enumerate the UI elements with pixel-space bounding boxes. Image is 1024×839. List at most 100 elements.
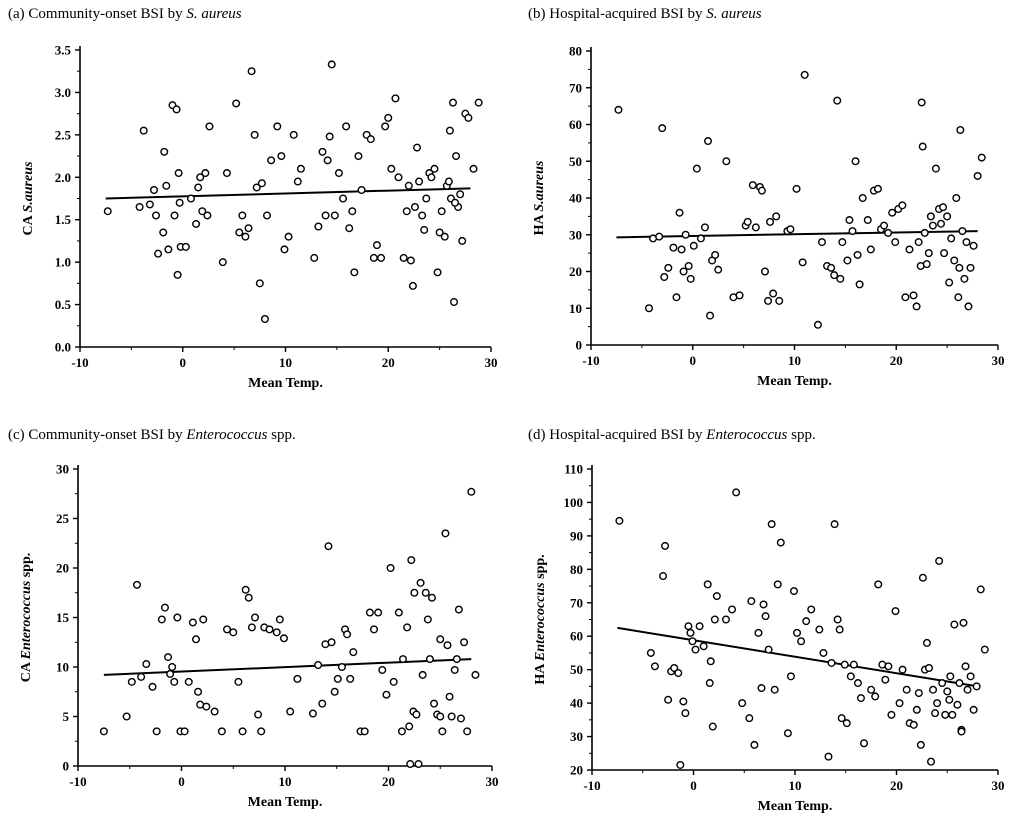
chart-caption: (d) Hospital-acquired BSI by Enterococcu…: [528, 427, 816, 444]
scatter-point: [745, 714, 754, 723]
y-tick-label: 25: [56, 511, 70, 526]
y-tick-label: 5: [63, 709, 70, 724]
scatter-point: [946, 672, 955, 681]
scatter-point: [830, 271, 839, 280]
y-tick-label: 60: [569, 117, 582, 132]
scatter-point: [660, 273, 669, 282]
scatter-point: [310, 253, 319, 262]
scatter-point: [955, 263, 964, 272]
scatter-point: [275, 615, 284, 624]
scatter-point: [279, 634, 288, 643]
scatter-point: [250, 130, 259, 139]
scatter-point: [792, 184, 801, 193]
x-tick-label: 10: [279, 355, 292, 370]
y-tick-label: 40: [570, 696, 583, 711]
scatter-point: [166, 669, 175, 678]
scatter-point: [705, 679, 714, 688]
scatter-point: [775, 296, 784, 305]
scatter-point: [761, 612, 770, 621]
scatter-point: [659, 572, 668, 581]
scatter-point: [160, 147, 169, 156]
y-tick-label: 3.5: [55, 43, 72, 58]
scatter-point: [681, 230, 690, 239]
scatter-point: [410, 588, 419, 597]
scatter-point: [819, 648, 828, 657]
scatter-point: [957, 727, 966, 736]
scatter-point: [456, 190, 465, 199]
scatter-point: [471, 670, 480, 679]
scatter-point: [807, 605, 816, 614]
scatter-point: [767, 520, 776, 529]
scatter-point: [366, 135, 375, 144]
scatter-point: [901, 293, 910, 302]
scatter-point: [447, 712, 456, 721]
scatter-point: [959, 618, 968, 627]
scatter-point: [721, 615, 730, 624]
caption-prefix: (d) Hospital-acquired BSI by: [528, 427, 707, 443]
scatter-point: [360, 727, 369, 736]
x-tick-label: 0: [180, 355, 187, 370]
scatter-point: [838, 238, 847, 247]
scatter-point: [210, 707, 219, 716]
scatter-point: [232, 99, 241, 108]
caption-italic: S. aureus: [186, 6, 242, 22]
scatter-point: [365, 608, 374, 617]
scatter-point: [374, 608, 383, 617]
scatter-point: [873, 184, 882, 193]
x-tick-label: -10: [582, 353, 599, 368]
scatter-point: [445, 126, 454, 135]
scatter-point: [407, 556, 416, 565]
scatter-point: [846, 672, 855, 681]
scatter-point: [905, 245, 914, 254]
x-tick-label: 10: [788, 353, 801, 368]
scatter-point: [152, 727, 161, 736]
scatter-point: [679, 267, 688, 276]
scatter-point: [918, 573, 927, 582]
scatter-point: [132, 580, 141, 589]
scatter-point: [827, 658, 836, 667]
scatter-point: [937, 219, 946, 228]
scatter-point: [430, 164, 439, 173]
trend-line: [105, 187, 471, 200]
scatter-point: [422, 194, 431, 203]
scatter-point: [381, 122, 390, 131]
scatter-point: [474, 98, 483, 107]
y-tick-label: 70: [569, 80, 582, 95]
scatter-point: [956, 126, 965, 135]
y-tick-label: 0: [576, 338, 583, 353]
x-tick-label: -10: [69, 774, 86, 789]
scatter-point: [384, 113, 393, 122]
scatter-point: [244, 224, 253, 233]
scatter-point: [786, 672, 795, 681]
x-tick-label: 20: [890, 778, 903, 793]
scatter-point: [437, 207, 446, 216]
scatter-point: [460, 638, 469, 647]
scatter-point: [318, 147, 327, 156]
scatter-point: [684, 622, 693, 631]
scatter-point: [420, 225, 429, 234]
x-tick-label: 0: [690, 353, 697, 368]
scatter-point: [677, 245, 686, 254]
scatter-point: [418, 211, 427, 220]
scatter-point: [728, 605, 737, 614]
scatter-point: [267, 156, 276, 165]
scatter-point: [135, 202, 144, 211]
scatter-point: [342, 122, 351, 131]
scatter-point: [655, 232, 664, 241]
scatter-point: [257, 727, 266, 736]
scatter-point: [776, 538, 785, 547]
scatter-point: [201, 169, 210, 178]
scatter-point: [377, 253, 386, 262]
scatter-point: [924, 663, 933, 672]
scatter-point: [938, 679, 947, 688]
y-tick-label: 2.5: [55, 127, 72, 142]
scatter-point: [918, 142, 927, 151]
scatter-point: [194, 183, 203, 192]
scatter-point: [732, 488, 741, 497]
scatter-point: [186, 194, 195, 203]
scatter-point: [254, 710, 263, 719]
scatter-point: [450, 665, 459, 674]
chart-caption: (b) Hospital-acquired BSI by S. aureus: [528, 6, 762, 23]
y-tick-label: 2.0: [55, 170, 71, 185]
